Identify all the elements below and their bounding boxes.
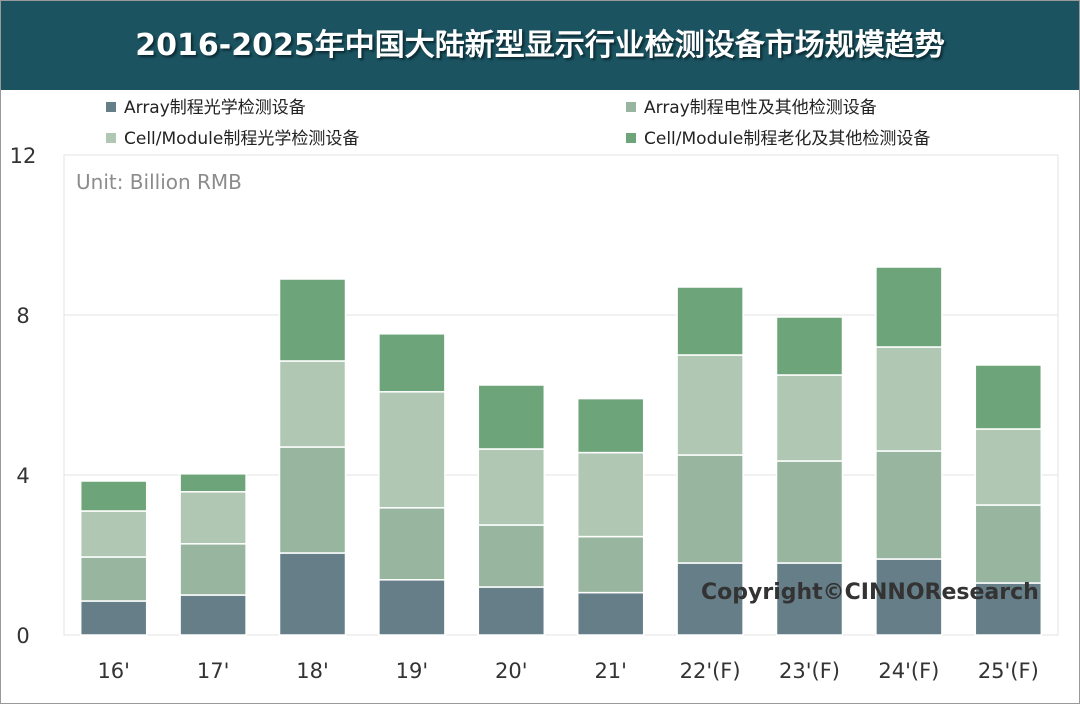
bar-segment <box>974 428 1043 506</box>
x-tick-label: 24'(F) <box>878 659 939 683</box>
bar-segment <box>477 524 546 588</box>
x-tick-label: 23'(F) <box>779 659 840 683</box>
bar-segment <box>179 594 247 636</box>
legend-swatch <box>626 132 636 143</box>
legend-swatch <box>106 132 116 143</box>
bar-segment <box>378 333 446 393</box>
x-tick-label: 22'(F) <box>680 659 741 683</box>
bar-segment <box>676 454 744 564</box>
bar-segment <box>79 480 148 512</box>
x-axis-ticks: 16' 17' 18' 19' 20' 21' 22'(F) 23'(F) 24'(F) 25'(… <box>97 659 1038 683</box>
legend-label: Cell/Module制程老化及其他检测设备 <box>644 129 931 149</box>
bar-segment <box>676 354 744 456</box>
bar-segment <box>775 374 844 462</box>
x-tick-label: 17' <box>197 659 230 683</box>
bar-segment <box>974 504 1043 584</box>
bar-segment <box>477 586 546 636</box>
bar-segment <box>378 579 446 636</box>
bar-segment <box>278 278 347 362</box>
y-tick-label: 4 <box>16 464 29 488</box>
legend-item-array-electrical: Array制程电性及其他检测设备 <box>626 97 877 119</box>
title-bar <box>1 1 1079 90</box>
bar-segment <box>79 556 148 602</box>
y-tick-label: 8 <box>16 304 29 328</box>
x-tick-label: 20' <box>495 659 528 683</box>
bar-segment <box>576 451 645 538</box>
bar-segment <box>576 535 645 594</box>
legend-item-array-optical: Array制程光学检测设备 <box>106 97 306 119</box>
bars <box>79 266 1043 636</box>
legend-swatch <box>106 101 116 112</box>
x-tick-label: 21' <box>594 659 627 683</box>
bar-segment <box>378 391 446 509</box>
bar-segment <box>576 591 645 636</box>
copyright-watermark: Copyright©CINNOResearch <box>701 580 1039 605</box>
legend-swatch <box>626 101 636 112</box>
bar-segment <box>875 558 943 636</box>
bar-segment <box>477 448 546 526</box>
bar-segment <box>179 543 247 596</box>
x-tick-label: 18' <box>296 659 329 683</box>
bar-segment <box>676 286 744 356</box>
legend-label: Array制程电性及其他检测设备 <box>644 98 877 118</box>
bar-segment <box>79 600 148 636</box>
bar-segment <box>875 450 943 560</box>
legend-label: Array制程光学检测设备 <box>124 98 306 118</box>
bar-segment <box>179 491 247 545</box>
x-tick-label: 25'(F) <box>978 659 1039 683</box>
bar-segment <box>875 266 943 348</box>
legend-item-cell-aging: Cell/Module制程老化及其他检测设备 <box>626 128 930 150</box>
bar-segment <box>477 384 546 450</box>
bar-segment <box>179 473 247 493</box>
unit-label: Unit: Billion RMB <box>76 170 242 194</box>
bar-segment <box>79 510 148 558</box>
legend-label: Cell/Module制程光学检测设备 <box>124 129 360 149</box>
x-tick-label: 16' <box>97 659 130 683</box>
chart-title: 2016-2025年中国大陆新型显示行业检测设备市场规模趋势 <box>135 28 945 63</box>
y-axis-ticks: 0 4 8 12 <box>10 144 37 648</box>
bar-segment <box>974 582 1043 636</box>
legend-item-cell-optical: Cell/Module制程光学检测设备 <box>106 128 359 150</box>
x-tick-label: 19' <box>396 659 429 683</box>
bar-segment <box>278 552 347 636</box>
bar-segment <box>775 316 844 376</box>
y-tick-label: 0 <box>16 624 29 648</box>
bar-segment <box>875 346 943 452</box>
bar-segment <box>775 460 844 564</box>
bar-segment <box>278 446 347 554</box>
bar-segment <box>676 562 744 636</box>
y-tick-label: 12 <box>10 144 37 168</box>
bar-segment <box>576 397 645 454</box>
bar-segment <box>974 364 1043 430</box>
bar-segment <box>278 360 347 448</box>
bar-segment <box>378 507 446 581</box>
